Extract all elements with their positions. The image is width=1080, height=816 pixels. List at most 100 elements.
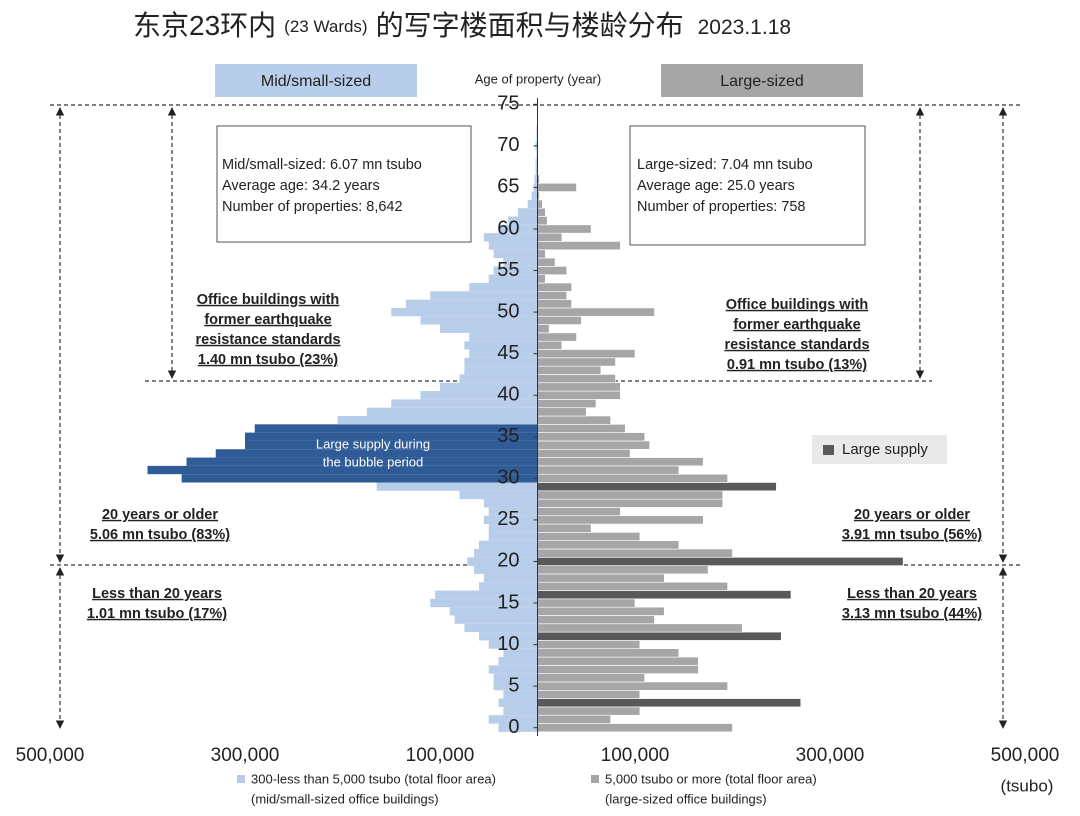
bar (537, 681, 728, 691)
date: 2023.1.18 (698, 16, 791, 39)
bar (405, 299, 538, 308)
bar (537, 349, 636, 359)
bar (527, 199, 538, 209)
bar (537, 424, 626, 433)
y-tick-label: 70 (497, 134, 519, 156)
bar (537, 307, 655, 317)
legend-note: 300-less than 5,000 tsubo (total floor a… (251, 771, 496, 786)
y-tick-label: 40 (497, 384, 519, 406)
bar (537, 332, 577, 342)
bar (537, 415, 611, 425)
bar (420, 316, 538, 325)
bar (537, 257, 556, 267)
bar (537, 623, 743, 633)
bar (440, 382, 538, 392)
bar (537, 656, 699, 666)
bar (537, 606, 665, 616)
bar (537, 673, 646, 683)
bar (464, 623, 538, 633)
legend-label: Large supply (842, 441, 928, 458)
annotation: former earthquake (733, 317, 860, 333)
bar (537, 324, 550, 334)
bar (479, 632, 538, 641)
bar (493, 249, 538, 259)
bar (479, 540, 538, 549)
bar (537, 698, 802, 708)
bar (537, 249, 546, 259)
bar (469, 332, 538, 342)
bar (498, 698, 538, 707)
bar (537, 266, 568, 276)
bar (479, 582, 538, 591)
y-tick-label: 15 (497, 591, 519, 613)
annotation: 5.06 mn tsubo (83%) (90, 527, 230, 543)
bar (245, 432, 538, 441)
bar (488, 274, 538, 284)
annotation: resistance standards (195, 332, 340, 348)
bar (537, 241, 621, 251)
bar (537, 182, 577, 192)
annotation: Office buildings with (197, 292, 340, 308)
bar (537, 523, 592, 533)
info-text: Large-sized: 7.04 mn tsubo (637, 157, 813, 173)
bubble-annotation: the bubble period (323, 454, 423, 469)
info-text: Average age: 34.2 years (222, 178, 380, 194)
bar (537, 224, 592, 234)
bar (537, 532, 641, 541)
y-tick-label: 20 (497, 550, 519, 572)
bar (503, 706, 538, 716)
annotation: 3.13 mn tsubo (44%) (842, 606, 982, 622)
bar (469, 283, 538, 292)
title-en: (23 Wards) (284, 17, 367, 36)
bar (537, 199, 543, 209)
bar (474, 565, 538, 574)
bar (518, 208, 538, 217)
bar (537, 706, 641, 716)
bar (449, 607, 538, 616)
y-tick-label: 10 (497, 633, 519, 655)
bar (366, 407, 538, 416)
legend-swatch (591, 775, 599, 783)
y-tick-label: 25 (497, 508, 519, 530)
bar (537, 590, 792, 600)
bar (488, 640, 538, 649)
bar (391, 307, 538, 317)
bar (488, 507, 538, 516)
annotation: 0.91 mn tsubo (13%) (727, 357, 867, 373)
bar (537, 631, 782, 641)
bar (537, 291, 568, 300)
x-unit: (tsubo) (1001, 776, 1054, 795)
y-tick-label: 75 (497, 93, 519, 115)
bar (537, 473, 728, 483)
bar (503, 690, 538, 699)
y-tick-label: 45 (497, 342, 519, 364)
bar (537, 340, 563, 350)
x-tick-label: 100,000 (601, 745, 670, 766)
legend-label: Mid/small-sized (261, 73, 371, 90)
bar (537, 482, 777, 492)
bar (459, 374, 538, 383)
legend-box (215, 64, 417, 97)
bar (537, 365, 602, 375)
bar (537, 282, 572, 292)
bar (464, 357, 538, 367)
bar (493, 266, 538, 275)
bar (537, 648, 680, 658)
bar (430, 291, 538, 300)
bar (537, 457, 704, 467)
legend-swatch (237, 775, 245, 783)
annotation: 1.01 mn tsubo (17%) (87, 606, 227, 622)
bar (483, 515, 538, 525)
bar (537, 723, 733, 733)
y-label: Age of property (year) (475, 71, 601, 86)
bar (469, 349, 538, 358)
x-tick-label: 300,000 (211, 745, 280, 766)
bar (537, 232, 563, 242)
bar (537, 598, 636, 608)
bar (430, 598, 538, 608)
bar (488, 241, 538, 250)
bar (467, 557, 538, 566)
bar (186, 457, 538, 466)
bar (391, 399, 538, 408)
y-tick-label: 35 (497, 425, 519, 447)
